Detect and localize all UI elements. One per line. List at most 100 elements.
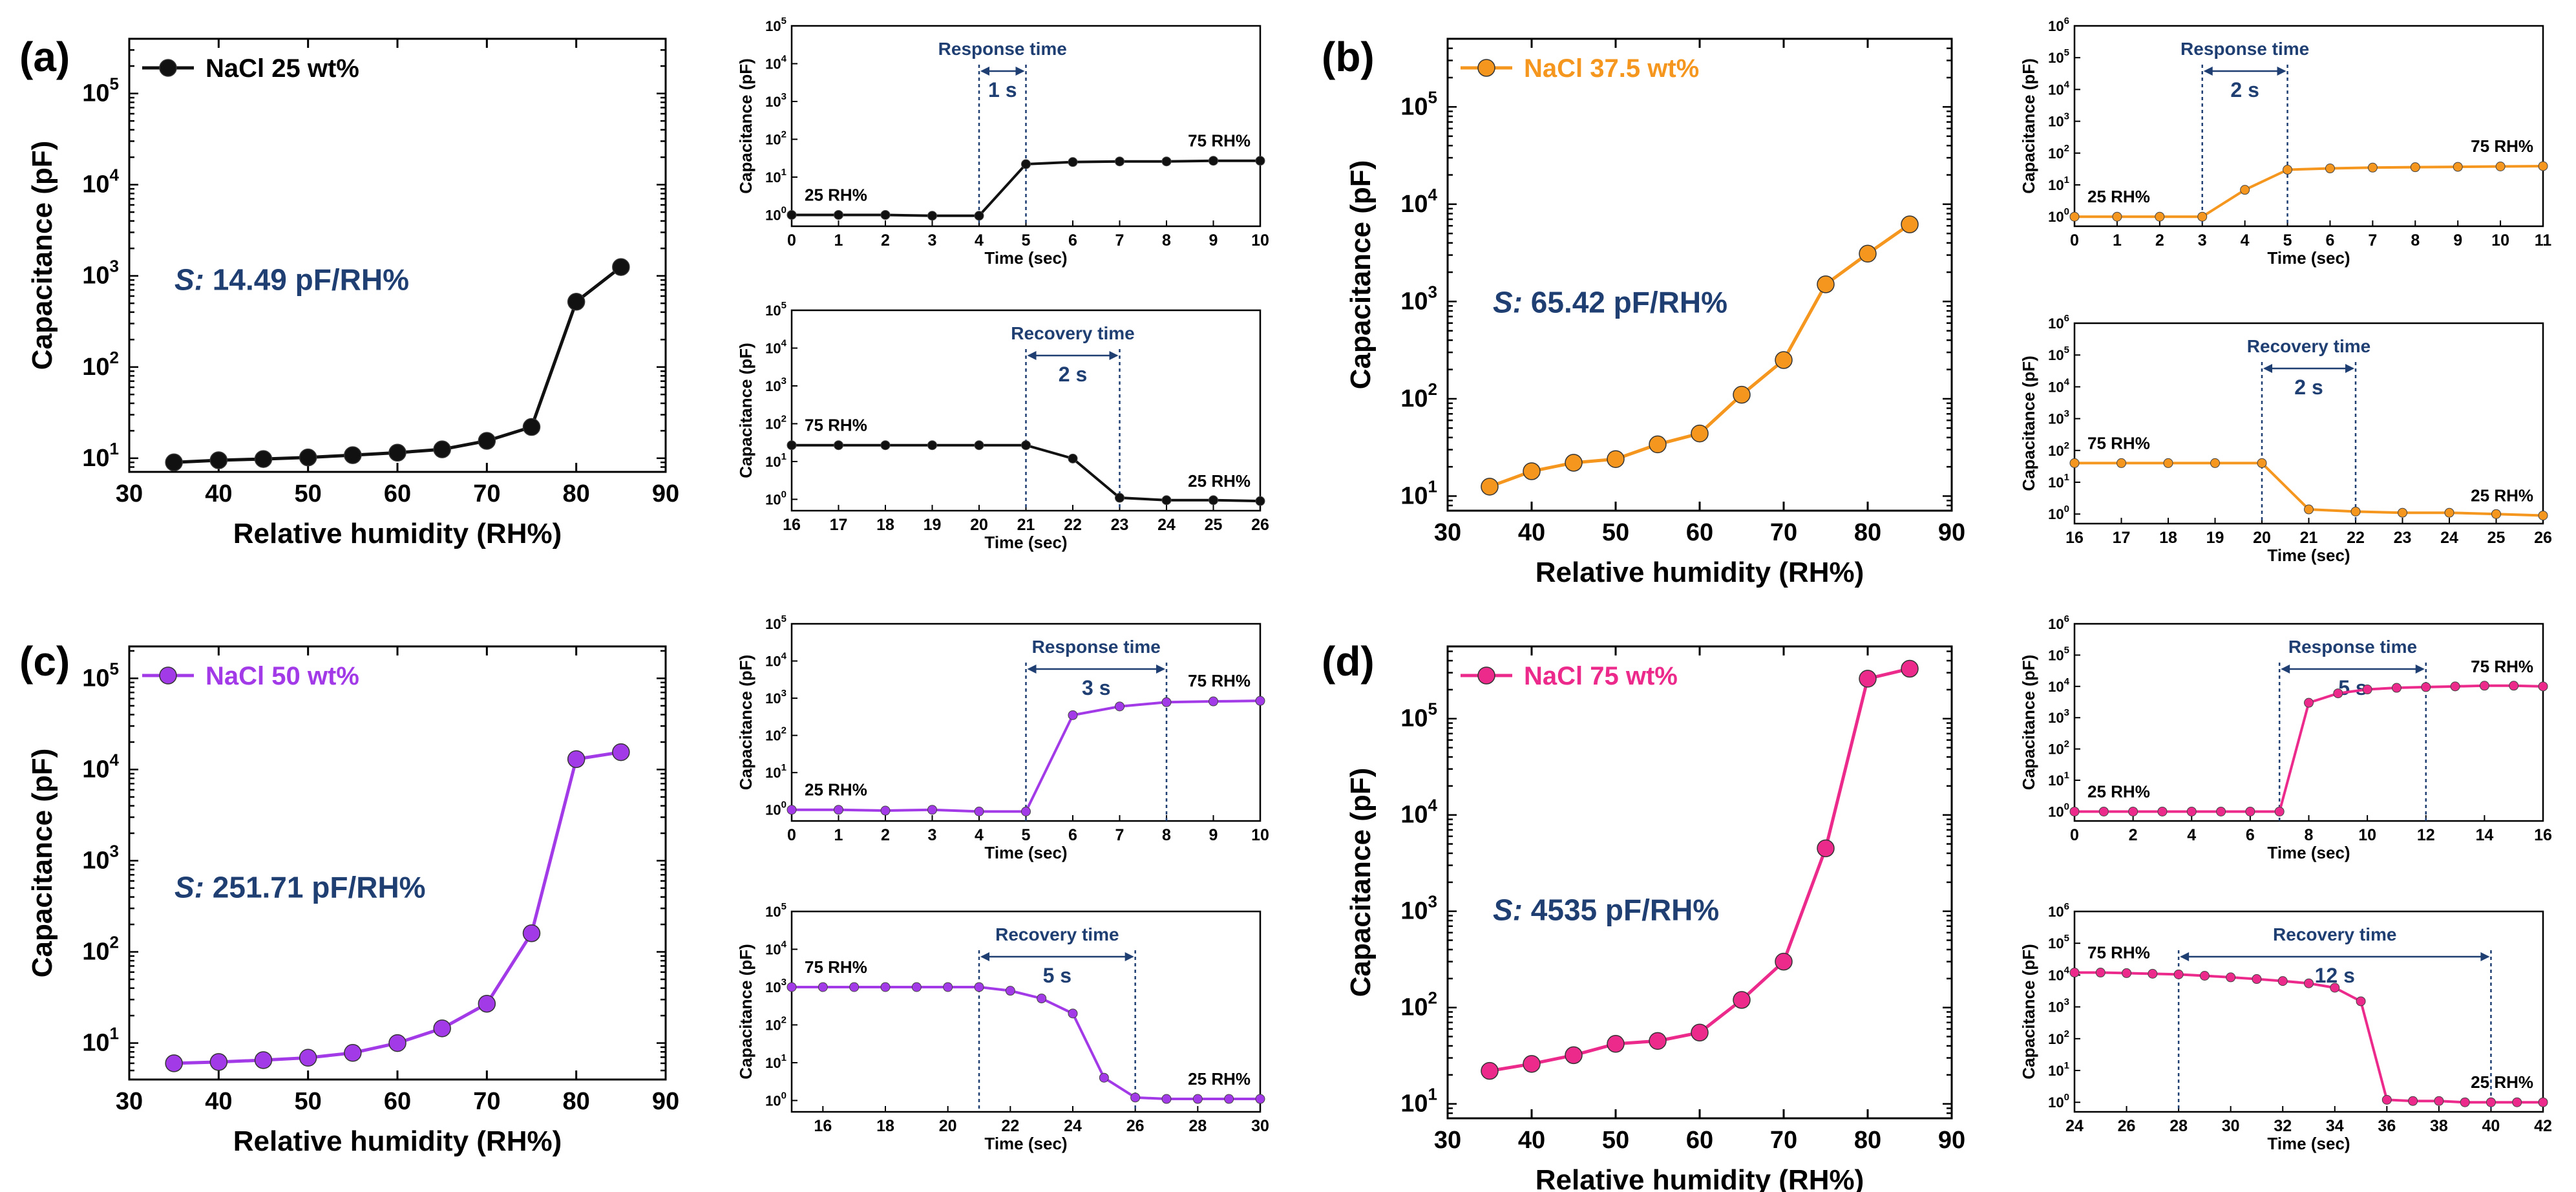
x-tick-label: 50 <box>1602 1127 1629 1154</box>
data-point <box>612 258 630 276</box>
sensitivity-prefix: S: <box>174 871 204 904</box>
data-point <box>1691 424 1709 443</box>
data-point <box>2453 162 2463 172</box>
data-point <box>388 1034 406 1052</box>
data-point <box>1255 1094 1265 1104</box>
legend-label: NaCl 75 wt% <box>1524 662 1678 690</box>
x-tick-label: 24 <box>1064 1117 1082 1135</box>
data-point <box>2098 806 2109 816</box>
data-point <box>2491 509 2501 519</box>
x-tick-label: 60 <box>384 480 411 507</box>
x-tick-label: 8 <box>1162 231 1171 250</box>
data-point <box>834 440 843 451</box>
data-point <box>1481 478 1499 496</box>
response-chart-d: 0 2 4 6 8 10 12 14 16 100 101 102 103 104 105 106 Time (… <box>2019 613 2552 862</box>
y-tick-label: 101 <box>2048 1060 2069 1079</box>
x-tick-label: 1 <box>834 231 843 250</box>
x-tick-label: 21 <box>1017 516 1035 534</box>
start-rh-label: 75 RH% <box>805 416 867 435</box>
data-point <box>1115 493 1124 503</box>
y-tick-label: 103 <box>2048 111 2069 130</box>
y-tick-label: 102 <box>2048 739 2069 758</box>
data-point <box>1037 994 1047 1004</box>
span-title: Recovery time <box>2247 336 2370 356</box>
arrow-head-left <box>1027 351 1037 360</box>
series-line <box>1489 223 1911 489</box>
x-tick-label: 30 <box>2222 1117 2240 1135</box>
data-point <box>2283 165 2293 175</box>
x-tick-label: 5 <box>1022 826 1031 844</box>
y-tick-label: 103 <box>765 376 787 394</box>
y-axis-label: Capacitance (pF) <box>2019 356 2038 491</box>
arrow-head-right <box>1124 952 1134 961</box>
series-line <box>2075 164 2544 218</box>
data-point <box>1021 806 1031 816</box>
data-point <box>1255 156 1265 166</box>
arrow-head-left <box>980 952 989 961</box>
data-point <box>254 450 273 468</box>
y-tick-label: 102 <box>82 348 119 381</box>
x-tick-label: 6 <box>1068 826 1077 844</box>
y-tick-label: 105 <box>82 659 119 692</box>
y-tick-label: 103 <box>1400 892 1437 925</box>
y-tick-label: 102 <box>765 1014 787 1033</box>
data-point <box>818 982 828 992</box>
y-tick-label: 104 <box>765 651 787 670</box>
y-tick-label: 102 <box>1400 988 1437 1021</box>
data-point <box>2330 983 2340 993</box>
data-point <box>1161 697 1172 707</box>
y-tick-label: 105 <box>2048 47 2069 66</box>
y-tick-label: 103 <box>2048 997 2069 1016</box>
sensitivity-annotation: S: 251.71 pF/RH% <box>174 871 426 904</box>
x-tick-label: 6 <box>2246 826 2255 844</box>
arrow-head-left <box>980 67 989 76</box>
y-tick-label: 105 <box>1400 87 1437 120</box>
data-point <box>974 806 984 816</box>
data-point <box>943 982 953 992</box>
x-tick-label: 8 <box>2411 231 2420 250</box>
data-point <box>1607 1035 1625 1053</box>
x-axis-label: Time (sec) <box>984 248 1067 268</box>
y-axis-label: Capacitance (pF) <box>736 343 755 478</box>
y-tick-label: 105 <box>82 74 119 107</box>
y-tick-label: 105 <box>2048 345 2069 363</box>
data-point <box>1255 496 1265 506</box>
y-tick-label: 101 <box>2048 770 2069 789</box>
data-point <box>2362 685 2372 695</box>
x-tick-label: 7 <box>1115 826 1124 844</box>
span-title: Response time <box>2180 39 2309 59</box>
span-label: 3 s <box>1082 676 1110 699</box>
x-tick-label: 7 <box>2368 231 2377 250</box>
arrow-head-right <box>1109 351 1119 360</box>
arrow-head-right <box>2277 67 2286 76</box>
y-tick-label: 101 <box>82 1024 119 1057</box>
data-point <box>880 440 891 451</box>
span-label: 1 s <box>988 78 1017 101</box>
y-tick-label: 103 <box>2048 707 2069 726</box>
data-point <box>522 924 541 942</box>
data-point <box>1733 385 1751 404</box>
x-tick-label: 2 <box>2155 231 2164 250</box>
x-tick-label: 24 <box>2440 529 2458 547</box>
x-tick-label: 4 <box>2187 826 2196 844</box>
data-point <box>2304 697 2314 708</box>
end-rh-label: 75 RH% <box>1188 671 1251 690</box>
x-tick-label: 36 <box>2378 1117 2396 1135</box>
x-tick-label: 4 <box>2241 231 2250 250</box>
y-tick-label: 101 <box>765 167 787 186</box>
x-tick-label: 2 <box>881 826 890 844</box>
data-point <box>2350 506 2361 516</box>
data-point <box>2173 969 2184 979</box>
x-tick-label: 11 <box>2535 231 2552 250</box>
y-tick-label: 104 <box>82 165 119 198</box>
data-point <box>1607 450 1625 468</box>
end-rh-label: 25 RH% <box>1188 1069 1251 1089</box>
data-point <box>2538 1097 2548 1107</box>
y-tick-label: 104 <box>2048 964 2069 983</box>
data-point <box>2095 968 2106 978</box>
data-point <box>1099 1072 1109 1083</box>
y-tick-label: 100 <box>2048 801 2069 820</box>
span-title: Response time <box>1032 637 1161 657</box>
data-point <box>2069 458 2080 468</box>
x-tick-label: 40 <box>205 480 232 507</box>
